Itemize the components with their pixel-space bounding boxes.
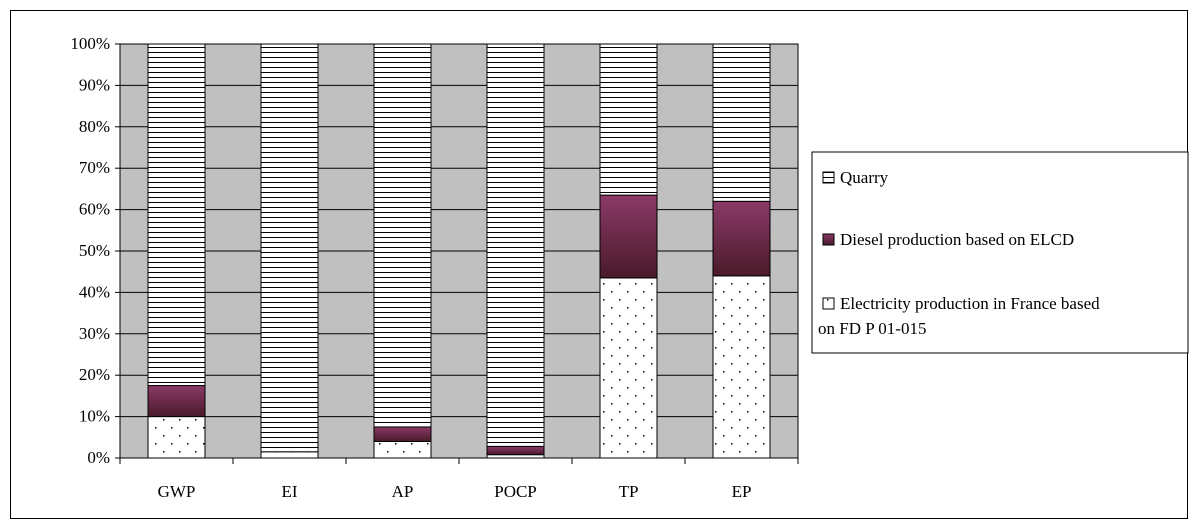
y-tick-label: 40% xyxy=(79,282,110,301)
bar-segment-gwp-0 xyxy=(147,416,206,459)
bar-segment-tp-2 xyxy=(599,43,658,196)
legend-label-quarry: Quarry xyxy=(840,168,889,187)
y-tick-labels: 0% 10% 20% 30% 40% 50% 60% 70% 80% 90% 100% xyxy=(70,34,110,467)
x-tick-label: TP xyxy=(619,482,639,501)
y-tick-label: 90% xyxy=(79,75,110,94)
y-tick-label: 30% xyxy=(79,324,110,343)
y-tick-label: 10% xyxy=(79,407,110,426)
legend-label-diesel: Diesel production based on ELCD xyxy=(840,230,1074,249)
bar-segment-pocp-1 xyxy=(486,445,545,456)
legend-label-electricity-line2: on FD P 01-015 xyxy=(818,319,926,338)
y-tick-label: 0% xyxy=(87,448,110,467)
y-tick-label: 80% xyxy=(79,117,110,136)
x-tick-labels: GWP EI AP POCP TP EP xyxy=(158,482,752,501)
x-tick-label: POCP xyxy=(494,482,537,501)
x-tick-label: GWP xyxy=(158,482,196,501)
bar-segment-ep-1 xyxy=(712,200,771,277)
legend-swatch-electricity xyxy=(822,297,835,310)
legend-swatch-quarry xyxy=(822,171,835,184)
bar-segment-ap-1 xyxy=(373,426,432,442)
bar-segment-ep-2 xyxy=(712,43,771,202)
y-tick-label: 100% xyxy=(70,34,110,53)
y-tick-label: 20% xyxy=(79,365,110,384)
x-tick-label: EI xyxy=(281,482,297,501)
bar-segment-ep-0 xyxy=(712,275,771,459)
y-tick-label: 60% xyxy=(79,200,110,219)
bar-segment-tp-1 xyxy=(599,194,658,279)
bar-segment-gwp-2 xyxy=(147,43,206,387)
bar-segment-tp-0 xyxy=(599,277,658,459)
axes xyxy=(115,43,799,464)
bars xyxy=(147,43,771,459)
bar-segment-ap-0 xyxy=(373,440,432,459)
x-tick-label: AP xyxy=(392,482,414,501)
y-tick-label: 50% xyxy=(79,241,110,260)
bar-segment-pocp-2 xyxy=(486,43,545,447)
y-tick-label: 70% xyxy=(79,158,110,177)
legend-label-electricity-line1: Electricity production in France based xyxy=(840,294,1100,313)
legend-swatch-diesel xyxy=(822,233,835,246)
bar-segment-ei-0 xyxy=(260,451,319,459)
bar-segment-gwp-1 xyxy=(147,385,206,418)
legend-box xyxy=(811,151,1189,354)
bar-segment-ei-2 xyxy=(260,43,319,453)
x-tick-label: EP xyxy=(732,482,752,501)
gridlines xyxy=(120,84,798,418)
bar-segment-ap-2 xyxy=(373,43,432,428)
